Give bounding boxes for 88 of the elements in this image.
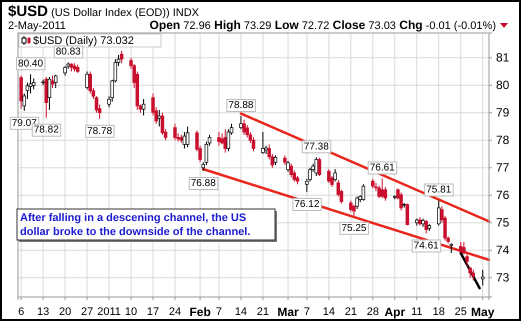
y-tick-label: 75	[496, 216, 510, 230]
x-tick-label: 13	[36, 306, 50, 318]
candlestick	[437, 200, 441, 226]
annotation: After falling in a descening channel, the US dollar broke to the downside of the channel.	[20, 212, 250, 238]
y-tick-label: 78	[496, 133, 510, 148]
candlestick	[480, 269, 484, 286]
annotation: 75.25	[341, 222, 367, 234]
candlestick	[120, 50, 124, 64]
candlestick	[239, 116, 243, 130]
candlestick	[283, 154, 287, 166]
x-tick-label: Apr	[384, 305, 406, 320]
y-tick-label: 74	[496, 243, 510, 258]
chart-title: $USD (US Dollar Index (EOD)) INDX	[8, 3, 200, 20]
x-tick-label: 21	[256, 306, 270, 318]
candlestick	[472, 269, 476, 281]
annotation: 79.07	[12, 118, 38, 129]
annotation: 76.12	[294, 198, 320, 210]
annotation: 74.61	[414, 240, 440, 252]
candlestick	[333, 168, 337, 182]
candlestick	[274, 154, 278, 166]
x-tick-label: 24	[168, 306, 182, 318]
candlestick	[158, 110, 162, 127]
candlestick	[406, 203, 410, 226]
candlestick	[465, 254, 469, 268]
x-tick-label: 17	[146, 306, 160, 318]
y-tick-label: 73	[496, 270, 510, 285]
candlestick	[186, 126, 190, 148]
annotation: $USD (Daily) 73.032	[33, 35, 134, 47]
x-tick-label: Feb	[189, 305, 211, 320]
candlestick	[399, 192, 403, 211]
y-tick-label: 79	[496, 106, 510, 120]
candlestick	[462, 242, 466, 255]
annotation: 78.88	[228, 100, 254, 112]
x-tick-label: 25	[454, 306, 467, 318]
candlestick	[468, 266, 472, 278]
candlestick	[424, 220, 428, 234]
x-tick-label: 11	[411, 306, 422, 318]
x-tick-label: 7	[304, 306, 310, 318]
candlestick	[289, 163, 293, 178]
candlestick	[362, 184, 366, 202]
annotation: 80.40	[18, 58, 44, 70]
candlestick	[48, 76, 52, 110]
chart-subtitle: 2-May-2011	[8, 20, 66, 32]
candlestick	[182, 132, 186, 149]
annotation: 80.83	[56, 46, 82, 58]
annotation: 78.78	[87, 126, 113, 137]
candlestick	[349, 200, 353, 212]
x-tick-label: 14	[322, 306, 335, 318]
annotation: 76.88	[190, 178, 216, 190]
candlestick	[50, 75, 54, 88]
x-tick-label: 21	[344, 306, 357, 318]
x-tick-label: 14	[234, 306, 248, 318]
x-tick-label: 20	[58, 306, 72, 318]
candlestick	[173, 123, 177, 141]
candlestick	[217, 132, 221, 146]
x-tick-label: 6	[18, 306, 24, 318]
candlestick	[286, 160, 290, 172]
annotation: 75.81	[426, 184, 452, 196]
y-tick-label: 77	[496, 160, 510, 175]
candlestick	[327, 168, 331, 184]
candlestick	[63, 66, 67, 76]
annotation: 77.38	[304, 141, 330, 152]
candlestick	[261, 132, 265, 154]
candlestick	[371, 178, 375, 189]
candlestick	[242, 119, 246, 136]
x-tick-label: 2011	[97, 306, 121, 318]
y-tick-label: 81	[496, 50, 510, 65]
candlestick	[352, 204, 356, 216]
annotation: 76.61	[370, 162, 396, 174]
candlestick	[54, 74, 58, 88]
candlestick	[19, 75, 23, 110]
candlestick	[32, 78, 36, 90]
y-tick-label: 80	[496, 78, 510, 92]
candlestick	[220, 132, 224, 145]
annotation: 78.82	[34, 124, 60, 136]
x-tick-label: 10	[124, 306, 138, 318]
x-tick-label: 7	[216, 306, 222, 318]
candlestick	[355, 196, 359, 210]
candlestick	[318, 157, 322, 176]
text: Open 72.96 High 73.29 Low 72.72 Close 73.03 Chg -0.01 (-0.01%)	[150, 18, 496, 32]
x-tick-label: 28	[366, 306, 379, 318]
candlestick	[450, 242, 454, 254]
y-tick-label: 76	[496, 188, 510, 202]
x-tick-label: Mar	[277, 305, 300, 320]
x-tick-label: 18	[432, 306, 445, 318]
x-tick-label: 27	[80, 306, 94, 318]
x-tick-label: May	[471, 305, 495, 320]
candlestick	[142, 98, 146, 116]
